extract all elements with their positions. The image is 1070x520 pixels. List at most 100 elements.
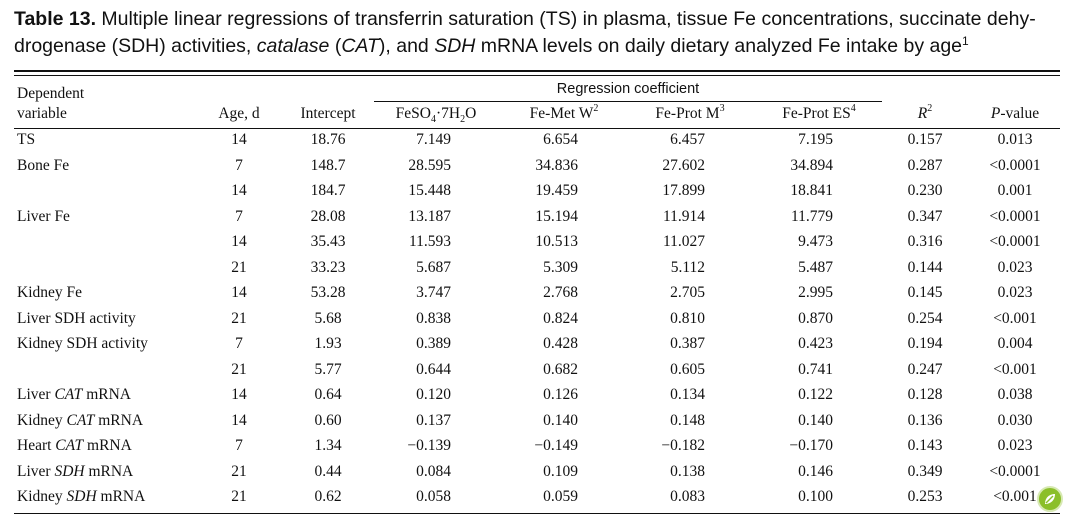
cell-v4: 0.122 [798, 386, 833, 403]
regression-coefficient-header: Regression coefficient [556, 81, 700, 97]
cell-r2: 0.144 [907, 258, 943, 276]
cell-v2: 0.824 [543, 309, 578, 327]
row-label-part: Bone Fe [17, 156, 70, 174]
cell-r2: 0.253 [907, 488, 943, 505]
cell-age: 21 [231, 462, 247, 480]
femet-header: Fe-Met W2 [530, 104, 599, 123]
cell-age: 14 [231, 411, 247, 429]
cell-v1: 0.058 [416, 488, 451, 505]
cell-r2: 0.157 [907, 131, 943, 148]
feso4-sub2: 2 [460, 114, 466, 125]
cell-p: 0.004 [997, 335, 1033, 352]
cell-v1: 0.838 [416, 309, 451, 327]
cell-age: 21 [231, 309, 247, 327]
cell-v1: 11.593 [408, 233, 451, 250]
caption-text-3: ), and [378, 35, 435, 57]
cell-v3: 0.810 [670, 309, 705, 327]
cell-r2: 0.145 [907, 284, 943, 301]
top-rule-2 [14, 75, 1060, 76]
cell-v4: 9.473 [798, 233, 833, 250]
cell-v3: 11.027 [662, 233, 705, 250]
cell-age: 7 [235, 156, 243, 174]
p-rest: -value [1000, 105, 1040, 122]
cell-int: 0.62 [314, 488, 342, 505]
cell-v4: 0.140 [798, 411, 833, 429]
cell-p: <0.0001 [989, 156, 1041, 174]
cell-int: 53.28 [310, 284, 346, 301]
cell-v4: 0.100 [798, 488, 833, 505]
cell-v3: 0.605 [670, 360, 705, 378]
cell-age: 21 [231, 360, 247, 378]
feprotm-sup: 3 [719, 103, 725, 114]
row-label-part: mRNA [94, 411, 144, 429]
cell-p: <0.0001 [989, 462, 1041, 480]
row-label-part: CAT [54, 386, 83, 403]
cell-v2: 5.309 [543, 258, 578, 276]
cell-r2: 0.128 [907, 386, 943, 403]
top-rule-1 [14, 70, 1060, 72]
cell-v3: 11.914 [662, 207, 705, 225]
row-label-part: Kidney [17, 488, 67, 505]
row-label-part: Liver [17, 462, 55, 480]
cell-p: <0.0001 [989, 233, 1041, 250]
feso4-sub1: 4 [431, 114, 437, 125]
bottom-rule [14, 513, 1060, 514]
row-label-part: Kidney SDH activity [17, 335, 148, 352]
cell-v4: 0.870 [798, 309, 833, 327]
cell-p: 0.030 [997, 411, 1033, 429]
pvalue-header: P-value [991, 105, 1039, 123]
row-label-part: TS [17, 131, 36, 148]
cell-v1: 28.595 [408, 156, 451, 174]
group-rule [374, 101, 882, 102]
table-caption: Table 13. Multiple linear regressions of… [14, 6, 1064, 60]
cell-p: 0.001 [997, 182, 1033, 199]
cell-int: 184.7 [310, 182, 346, 199]
row-label: Bone Fe [17, 157, 69, 175]
cell-v2: 0.140 [543, 411, 578, 429]
row-label-part: Kidney [17, 411, 67, 429]
cell-p: <0.001 [993, 488, 1037, 505]
cell-age: 7 [235, 207, 243, 225]
row-label-part: mRNA [84, 462, 134, 480]
row-label: Liver SDH activity [17, 310, 136, 328]
cell-r2: 0.287 [907, 156, 943, 174]
feso4-c: O [465, 105, 477, 122]
cell-age: 14 [231, 131, 247, 148]
caption-text-2: ( [329, 35, 342, 57]
cell-r2: 0.247 [907, 360, 943, 378]
cell-v4: 0.146 [798, 462, 833, 480]
cell-v2: 0.682 [543, 360, 578, 378]
r2-text: R [917, 105, 928, 122]
cell-int: 33.23 [310, 258, 346, 276]
cell-v1: −0.139 [407, 437, 451, 454]
cell-p: 0.038 [997, 386, 1033, 403]
cell-int: 1.34 [314, 437, 342, 454]
cell-int: 5.77 [314, 360, 342, 378]
cell-v2: 0.428 [543, 335, 578, 352]
cell-age: 14 [231, 233, 247, 250]
cell-v2: 19.459 [535, 182, 578, 199]
feprotes-header: Fe-Prot ES4 [782, 104, 855, 123]
cell-v3: 5.112 [670, 258, 705, 276]
p-italic: P [990, 105, 1001, 122]
cell-int: 1.93 [314, 335, 342, 352]
cell-v2: 0.059 [543, 488, 578, 505]
cell-v1: 0.644 [416, 360, 451, 378]
cell-v1: 15.448 [408, 182, 451, 199]
dependent-header-line1: Dependent [17, 85, 85, 102]
row-label: Kidney CAT mRNA [17, 412, 143, 430]
cell-age: 7 [235, 335, 243, 352]
intercept-header: Intercept [300, 105, 356, 122]
cell-p: <0.0001 [989, 207, 1041, 225]
row-label: Liver Fe [17, 208, 70, 226]
cell-v2: 15.194 [535, 207, 578, 225]
cell-int: 18.76 [310, 131, 346, 148]
cell-v4: −0.170 [789, 437, 833, 454]
cell-v3: 0.083 [670, 488, 705, 505]
header-rule [14, 128, 1060, 129]
cell-v4: 34.894 [790, 156, 833, 174]
cell-p: 0.013 [997, 131, 1033, 148]
cell-r2: 0.254 [907, 309, 943, 327]
cell-v1: 13.187 [408, 207, 451, 225]
cell-r2: 0.136 [907, 411, 943, 429]
